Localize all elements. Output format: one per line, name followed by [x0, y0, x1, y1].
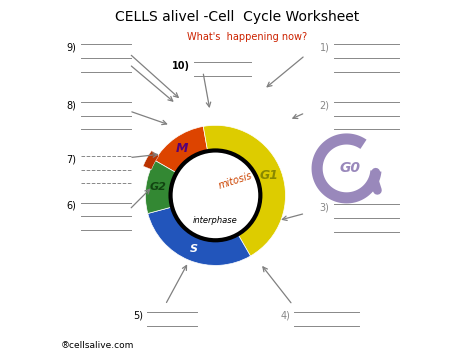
Text: 2): 2)	[319, 100, 329, 110]
Text: 4): 4)	[280, 310, 290, 320]
Wedge shape	[155, 126, 208, 173]
Text: S: S	[190, 244, 198, 254]
Text: 1): 1)	[319, 43, 329, 53]
Text: 3): 3)	[319, 203, 329, 212]
Wedge shape	[203, 125, 285, 256]
Text: 10): 10)	[173, 61, 191, 71]
Text: G0: G0	[340, 161, 361, 176]
Text: 9): 9)	[66, 43, 76, 53]
Wedge shape	[143, 151, 159, 169]
Text: 5): 5)	[133, 310, 143, 320]
Text: M: M	[176, 142, 189, 155]
Text: mitosis: mitosis	[218, 171, 254, 191]
Wedge shape	[148, 207, 250, 265]
Text: 6): 6)	[66, 201, 76, 211]
Text: interphase: interphase	[193, 216, 238, 225]
Text: G2: G2	[150, 182, 167, 192]
Text: CELLS alivel -Cell  Cycle Worksheet: CELLS alivel -Cell Cycle Worksheet	[115, 10, 359, 24]
Wedge shape	[146, 160, 176, 214]
Text: ®cellsalive.com: ®cellsalive.com	[61, 341, 134, 350]
Text: G1: G1	[260, 169, 279, 182]
Text: 8): 8)	[66, 100, 76, 110]
Text: What's  happening now?: What's happening now?	[187, 32, 307, 42]
Text: 7): 7)	[66, 154, 76, 164]
